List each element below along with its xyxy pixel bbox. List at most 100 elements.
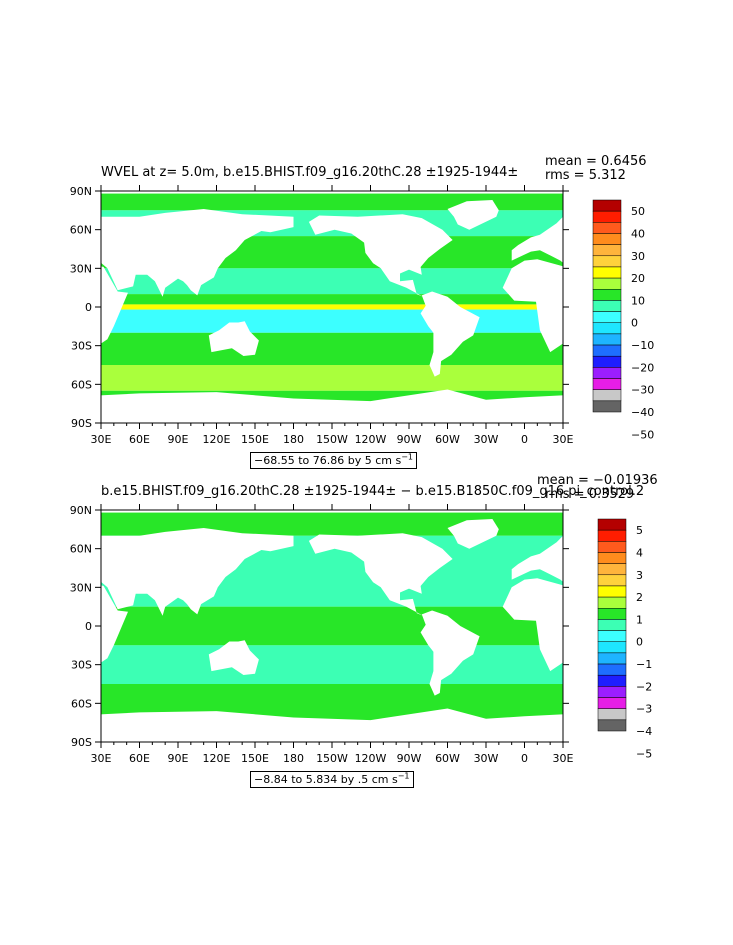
panel1-land-samerica bbox=[0, 307, 18, 343]
panel2-colorbar-swatch bbox=[597, 563, 627, 576]
panel1-colorbar-swatch bbox=[592, 266, 622, 279]
panel1-colorbar-swatch bbox=[592, 389, 622, 402]
panel2-xtick-label: 120E bbox=[203, 752, 231, 765]
panel1-xtick-label: 90W bbox=[397, 433, 422, 446]
panel1-colorbar-swatch bbox=[592, 255, 622, 268]
panel2-colorbar-label: 4 bbox=[636, 546, 643, 559]
panel2-land-eurasia bbox=[49, 528, 294, 616]
panel1-ocean-band bbox=[101, 294, 563, 305]
panel2-colorbar-swatch bbox=[597, 641, 627, 654]
panel1-colorbar-swatch bbox=[592, 222, 622, 234]
panel1-colorbar-swatch bbox=[592, 322, 622, 335]
panel1-xtick-label: 180 bbox=[283, 433, 304, 446]
panel1-mean: mean = 0.6456 bbox=[545, 154, 647, 169]
panel1-land-namerica bbox=[308, 214, 453, 297]
panel2-land-africa bbox=[40, 578, 129, 672]
panel2-colorbar-swatch bbox=[597, 541, 627, 553]
panel1-colorbar-swatch bbox=[592, 199, 622, 212]
panel2-colorbar-swatch bbox=[597, 518, 627, 531]
panel1-land-samerica bbox=[420, 291, 480, 377]
panel1-colorbar-swatch bbox=[592, 277, 622, 290]
panel2-rms: rms = 0.3529 bbox=[545, 487, 635, 502]
panel2-xtick-label: 30E bbox=[553, 752, 574, 765]
panel2-colorbar-swatch bbox=[597, 596, 627, 609]
panel2-colorbar-swatch bbox=[597, 529, 627, 542]
panel2-land-namerica bbox=[308, 533, 453, 616]
panel2-xtick-label: 150W bbox=[316, 752, 348, 765]
panel2-colorbar-label: −4 bbox=[636, 725, 652, 738]
panel2-colorbar-label: −3 bbox=[636, 703, 652, 716]
panel2-ytick-label: 0 bbox=[85, 620, 92, 633]
panel1-colorbar-label: −50 bbox=[631, 428, 654, 441]
panel2-colorbar-swatch bbox=[597, 719, 627, 732]
panel1-ytick-label: 30S bbox=[71, 340, 92, 353]
panel1-colorbar-label: −40 bbox=[631, 406, 654, 419]
panel1-colorbar-swatch bbox=[592, 311, 622, 323]
panel2-xtick-label: 60W bbox=[435, 752, 460, 765]
panel2-ytick-label: 90S bbox=[71, 736, 92, 749]
panel1-land-antarctica bbox=[0, 392, 294, 423]
panel2-colorbar-label: 3 bbox=[636, 569, 643, 582]
panel2-ocean-band bbox=[101, 606, 563, 646]
panel2-land-australia bbox=[670, 640, 721, 675]
panel1-ocean-band bbox=[101, 304, 563, 310]
panel1-land-greenland bbox=[447, 200, 499, 230]
panel1-land-australia bbox=[670, 321, 721, 356]
panel2-ytick-label: 60N bbox=[70, 543, 92, 556]
panel1-xtick-label: 30W bbox=[474, 433, 499, 446]
panel2-land-antarctica bbox=[0, 711, 294, 742]
panel2-xtick-label: 30E bbox=[91, 752, 112, 765]
panel1-ytick-label: 90S bbox=[71, 417, 92, 430]
panel1-colorbar-swatch bbox=[592, 210, 622, 223]
panel2-ocean-band bbox=[101, 645, 563, 684]
panel1-ocean-band bbox=[101, 193, 563, 211]
panel2-range-box: −8.84 to 5.834 by .5 cm s−1 bbox=[250, 771, 414, 788]
panel2-xtick-label: 0 bbox=[521, 752, 528, 765]
panel1-xtick-label: 150E bbox=[241, 433, 269, 446]
panel1-colorbar-swatch bbox=[592, 289, 622, 301]
panel1-xtick-label: 120W bbox=[355, 433, 387, 446]
panel1-colorbar-label: 10 bbox=[631, 294, 645, 307]
panel2-colorbar-swatch bbox=[597, 574, 627, 587]
panel1-range-text: −68.55 to 76.86 by 5 cm s bbox=[254, 454, 402, 467]
panel1-colorbar-swatch bbox=[592, 344, 622, 357]
panel2-colorbar-label: −1 bbox=[636, 658, 652, 671]
panel1-colorbar-swatch bbox=[592, 355, 622, 368]
panel2-xtick-label: 60E bbox=[129, 752, 150, 765]
panel1-colorbar-label: −30 bbox=[631, 384, 654, 397]
panel1-ocean-band bbox=[101, 332, 563, 365]
panel1-ocean-band bbox=[101, 309, 563, 333]
panel1-range-exp: −1 bbox=[401, 452, 414, 462]
panel1-xtick-label: 120E bbox=[203, 433, 231, 446]
panel1-colorbar-swatch bbox=[592, 400, 622, 413]
panel2-land-samerica bbox=[420, 610, 480, 696]
panel2-colorbar-swatch bbox=[597, 697, 627, 709]
panel2-title: b.e15.BHIST.f09_g16.20thC.28 ±1925-1944±… bbox=[101, 484, 645, 499]
panel2-ytick-label: 30S bbox=[71, 659, 92, 672]
panel1-colorbar-swatch bbox=[592, 300, 622, 312]
panel2-xtick-label: 90W bbox=[397, 752, 422, 765]
panel2-colorbar-swatch bbox=[597, 585, 627, 598]
panel1-land-antarctica bbox=[293, 389, 733, 423]
panel1-colorbar-label: 40 bbox=[631, 227, 645, 240]
panel2-colorbar-swatch bbox=[597, 686, 627, 698]
panel2-colorbar-swatch bbox=[597, 608, 627, 620]
panel1-land-australia bbox=[208, 321, 259, 356]
panel1-xtick-label: 30E bbox=[91, 433, 112, 446]
panel2-colorbar-label: 1 bbox=[636, 613, 643, 626]
panel1-xtick-label: 60E bbox=[129, 433, 150, 446]
panel2-xtick-label: 150E bbox=[241, 752, 269, 765]
panel1-land-eurasia bbox=[49, 209, 294, 297]
panel2-xtick-label: 180 bbox=[283, 752, 304, 765]
panel1-rms: rms = 5.312 bbox=[545, 168, 626, 183]
panel1-colorbar-swatch bbox=[592, 378, 622, 390]
panel1-ytick-label: 30N bbox=[70, 262, 92, 275]
panel1-colorbar-label: −10 bbox=[631, 339, 654, 352]
panel1-colorbar-swatch bbox=[592, 244, 622, 257]
panel1-ytick-label: 90N bbox=[70, 185, 92, 198]
panel2-ytick-label: 90N bbox=[70, 504, 92, 517]
panel2-colorbar-swatch bbox=[597, 708, 627, 721]
panel1-colorbar-label: 20 bbox=[631, 272, 645, 285]
panel2-mean: mean = −0.01936 bbox=[537, 473, 658, 488]
